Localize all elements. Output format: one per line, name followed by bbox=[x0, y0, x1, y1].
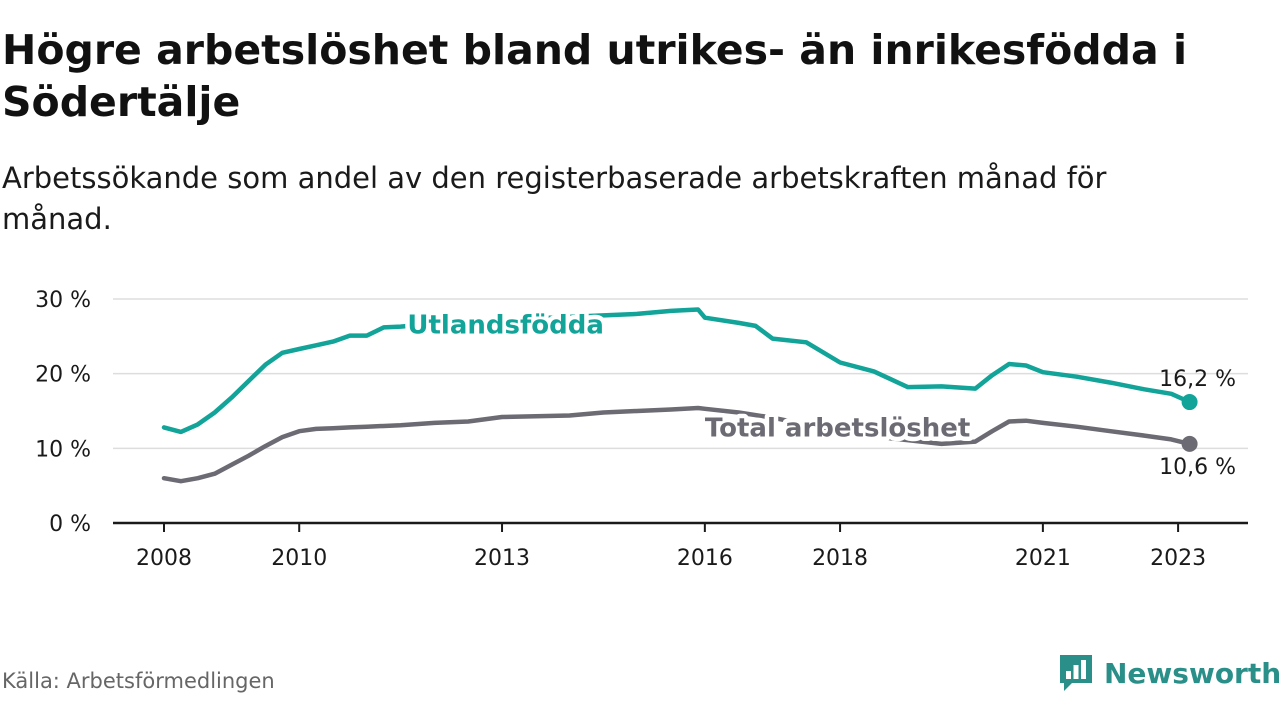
chart-title: Högre arbetslöshet bland utrikes- än inr… bbox=[2, 26, 1187, 126]
chart-subtitle: Arbetssökande som andel av den registerb… bbox=[2, 161, 1107, 236]
newsworthy-logo-icon bbox=[1060, 655, 1092, 691]
series-line-utlandsfodda bbox=[161, 307, 1192, 435]
x-tick-label: 2013 bbox=[474, 546, 530, 571]
x-tick-label: 2008 bbox=[136, 546, 192, 571]
data-labels: 16,2 % 10,6 % Utlandsfödda Total arbetslösh… bbox=[403, 306, 1236, 480]
series-end-point bbox=[1181, 394, 1198, 411]
x-tick-label: 2016 bbox=[677, 546, 733, 571]
y-tick-label: 10 % bbox=[35, 437, 91, 462]
y-tick-label: 0 % bbox=[49, 512, 91, 537]
brand-name: Newsworthy bbox=[1104, 656, 1280, 690]
x-tick-label: 2021 bbox=[1015, 546, 1071, 571]
x-tick-label: 2023 bbox=[1150, 546, 1206, 571]
line-chart: 0 % 10 % 20 % 30 % 2008 2010 2013 2016 2018 2021 2… bbox=[35, 288, 1248, 571]
series-lines bbox=[161, 307, 1198, 484]
x-tick-label: 2018 bbox=[812, 546, 868, 571]
series-name-label: Utlandsfödda bbox=[407, 310, 604, 340]
series-end-value-label: 10,6 % bbox=[1159, 455, 1236, 480]
series-end-value-label: 16,2 % bbox=[1159, 367, 1236, 392]
source-note: Källa: Arbetsförmedlingen bbox=[2, 669, 275, 693]
axes: 0 % 10 % 20 % 30 % 2008 2010 2013 2016 2018 2021 2… bbox=[35, 288, 1248, 571]
series-line-total bbox=[161, 405, 1192, 484]
series-end-point bbox=[1181, 435, 1198, 452]
series-name-label: Total arbetslöshet bbox=[705, 413, 970, 443]
x-tick-label: 2010 bbox=[271, 546, 327, 571]
brand-logo[interactable]: Newsworthy bbox=[1058, 652, 1280, 694]
y-tick-label: 20 % bbox=[35, 363, 91, 388]
y-tick-label: 30 % bbox=[35, 288, 91, 313]
